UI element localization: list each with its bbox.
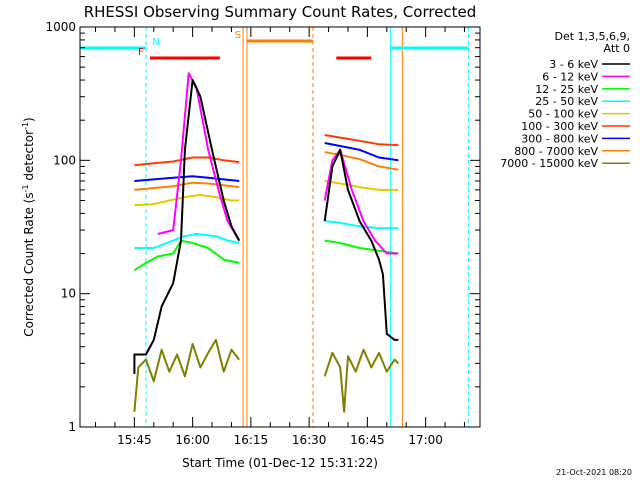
series-25-50-kev-seg-2 <box>324 220 399 230</box>
footer-timestamp: 21-Oct-2021 08:20 <box>556 468 632 477</box>
y-axis-label-tail: detector <box>22 130 36 185</box>
series-7000-15000-kev-seg-2 <box>323 348 400 413</box>
series-7000-15000-kev-seg-1 <box>133 338 240 412</box>
series-12-25-kev-seg-1 <box>133 239 240 272</box>
state-markers: NF S <box>80 30 469 60</box>
x-tick-label-0: 15:45 <box>117 433 152 447</box>
x-tick-label-4: 16:45 <box>350 433 385 447</box>
state-label-s: S <box>235 30 241 41</box>
series-3-6-kev-seg-2 <box>323 148 399 341</box>
plot-frame <box>79 26 481 428</box>
series-100-300-kev-seg-2 <box>324 134 399 147</box>
legend-label-800-7000-kev: 800 - 7000 keV <box>514 145 598 158</box>
legend-label-300-800-kev: 300 - 800 keV <box>521 132 598 145</box>
x-tick-label-2: 16:15 <box>234 433 269 447</box>
legend-label-6-12-kev: 6 - 12 keV <box>542 70 598 83</box>
state-label-f: F <box>138 47 144 58</box>
series-800-7000-kev-seg-1 <box>134 181 240 191</box>
y-tick-label-2: 100 <box>53 153 76 167</box>
y-axis-label-sup1: -1 <box>21 184 30 192</box>
y-tick-label-3: 1000 <box>45 20 76 34</box>
state-boundary-lines <box>79 27 469 427</box>
y-tick-label-0: 1 <box>68 420 76 434</box>
series-300-800-kev-seg-2 <box>324 142 399 162</box>
x-tick-label-1: 16:00 <box>175 433 210 447</box>
legend-header-line-2: Att 0 <box>604 42 630 55</box>
legend-label-50-100-kev: 50 - 100 keV <box>528 108 598 121</box>
series-800-7000-kev-seg-2 <box>324 151 399 171</box>
x-tick-label-3: 16:30 <box>292 433 327 447</box>
series-50-100-kev-seg-2 <box>324 180 399 191</box>
legend-label-12-25-kev: 12 - 25 keV <box>535 83 598 96</box>
legend-label-7000-15000-kev: 7000 - 15000 keV <box>500 157 598 170</box>
series-6-12-kev-seg-2 <box>323 148 399 255</box>
series-50-100-kev-seg-1 <box>134 194 240 207</box>
series-lines <box>133 72 400 413</box>
x-tick-label-5: 17:00 <box>408 433 443 447</box>
x-axis: 15:45 16:00 16:15 16:30 16:45 17:00 <box>95 27 465 447</box>
legend-label-25-50-kev: 25 - 50 keV <box>535 95 598 108</box>
y-axis-label-main: Corrected Count Rate (s <box>22 192 36 336</box>
y-axis-label-close: ) <box>22 117 36 122</box>
legend-header-line-1: Det 1,3,5,6,9, <box>554 30 630 43</box>
y-axis-label-sup2: -1 <box>21 122 30 130</box>
y-axis: 1 10 100 1000 <box>45 20 480 434</box>
legend-label-3-6-kev: 3 - 6 keV <box>549 58 598 71</box>
legend-label-100-300-kev: 100 - 300 keV <box>521 120 598 133</box>
chart-title: RHESSI Observing Summary Count Rates, Co… <box>84 3 477 21</box>
y-axis-label: Corrected Count Rate (s-1 detector-1) <box>21 117 36 336</box>
y-tick-label-1: 10 <box>61 287 76 301</box>
series-12-25-kev-seg-2 <box>324 239 399 255</box>
series-25-50-kev-seg-1 <box>134 233 240 249</box>
x-axis-label: Start Time (01-Dec-12 15:31:22) <box>182 456 378 470</box>
series-100-300-kev-seg-1 <box>134 156 240 167</box>
series-3-6-kev-seg-1 <box>133 79 241 374</box>
state-label-n: N <box>152 37 159 48</box>
series-300-800-kev-seg-1 <box>134 175 240 182</box>
